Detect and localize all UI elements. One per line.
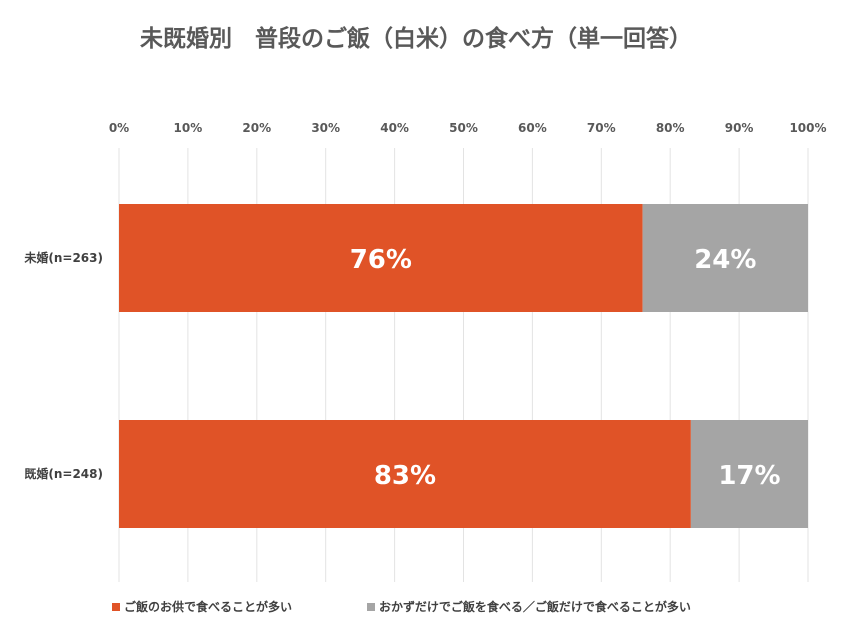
data-label: 24%	[694, 245, 756, 275]
x-axis-ticks: 0% 10% 20% 30% 40% 50% 60% 70% 80% 90% 100%	[109, 121, 827, 135]
bars: 76% 24% 83% 17%	[119, 204, 808, 528]
x-tick-label: 10%	[174, 121, 203, 135]
legend-label: ご飯のお供で食べることが多い	[124, 599, 292, 614]
chart-title: 未既婚別 普段のご飯（白米）の食べ方（単一回答）	[140, 25, 692, 52]
legend-swatch	[112, 603, 120, 611]
x-tick-label: 80%	[656, 121, 685, 135]
x-tick-label: 90%	[725, 121, 754, 135]
bar-segment	[119, 204, 643, 312]
legend-swatch	[367, 603, 375, 611]
bar-segment	[642, 204, 808, 312]
data-label: 83%	[374, 461, 436, 491]
data-label: 17%	[718, 461, 780, 491]
legend-item: おかずだけでご飯を食べる／ご飯だけで食べることが多い	[367, 599, 691, 614]
x-tick-label: 0%	[109, 121, 129, 135]
x-tick-label: 70%	[587, 121, 616, 135]
x-tick-label: 50%	[449, 121, 478, 135]
bar-segment	[690, 420, 808, 528]
x-tick-label: 40%	[380, 121, 409, 135]
x-tick-label: 30%	[311, 121, 340, 135]
legend-item: ご飯のお供で食べることが多い	[112, 599, 292, 614]
x-tick-label: 100%	[789, 121, 826, 135]
x-tick-label: 20%	[242, 121, 271, 135]
legend-label: おかずだけでご飯を食べる／ご飯だけで食べることが多い	[379, 599, 691, 614]
category-label: 既婚(n=248)	[24, 466, 103, 481]
category-labels: 未婚(n=263) 既婚(n=248)	[23, 250, 103, 481]
data-label: 76%	[350, 245, 412, 275]
legend: ご飯のお供で食べることが多い おかずだけでご飯を食べる／ご飯だけで食べることが多い	[112, 599, 691, 614]
x-tick-label: 60%	[518, 121, 547, 135]
category-label: 未婚(n=263)	[23, 250, 103, 265]
bar-segment	[119, 420, 691, 528]
